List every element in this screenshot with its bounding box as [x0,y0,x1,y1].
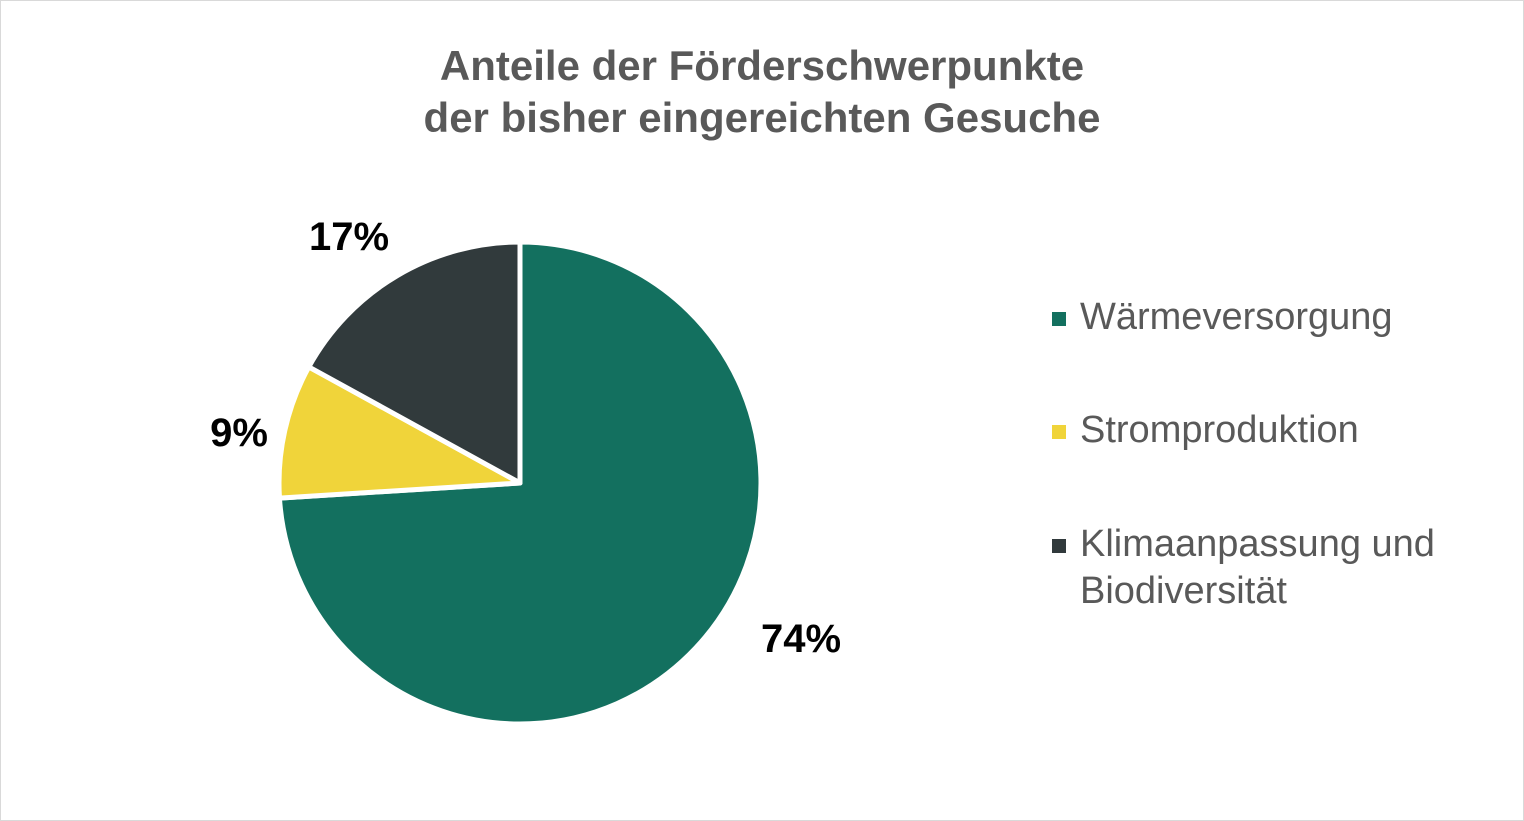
slice-label-stromproduktion: 9% [210,411,268,455]
legend-swatch-stromproduktion [1052,425,1066,439]
legend-swatch-waermeversorgung [1052,312,1066,326]
legend-label-waermeversorgung: Wärmeversorgung [1080,296,1393,338]
legend-label-klimaanpassung: Klimaanpassung und Biodiversität [1080,523,1435,612]
chart-title: Anteile der Förderschwerpunkte der bishe… [0,40,1524,144]
legend-label-stromproduktion: Stromproduktion [1080,409,1359,451]
slice-label-waermeversorgung: 74% [761,617,841,661]
chart-title-line-1: Anteile der Förderschwerpunkte [439,42,1085,89]
slice-label-klimaanpassung: 17% [309,215,389,259]
chart-title-line-2: der bisher eingereichten Gesuche [423,94,1101,141]
slice-klimaanpassung [306,239,523,486]
slice-stromproduktion [276,364,523,501]
legend-swatch-klimaanpassung [1052,539,1066,553]
